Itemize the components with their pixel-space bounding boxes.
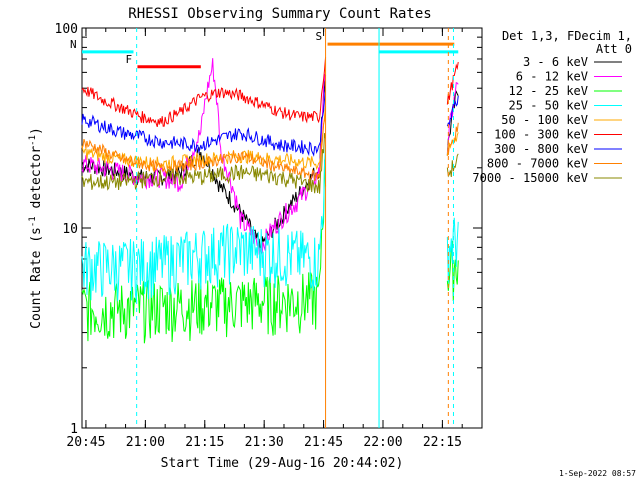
legend-label: 3 - 6 keV: [523, 55, 588, 69]
y-label-sup2: -1: [28, 135, 38, 146]
legend-label: 100 - 300 keV: [494, 128, 588, 142]
legend-label: 25 - 50 keV: [509, 99, 588, 113]
series-line: [81, 144, 327, 302]
x-tick-label: 21:30: [245, 435, 284, 450]
chart-title: RHESSI Observing Summary Count Rates: [128, 6, 431, 22]
annotation-label: N: [70, 38, 77, 51]
series-line: [446, 240, 459, 302]
series-line: [446, 153, 459, 178]
series-line: [446, 61, 459, 105]
series-line: [446, 95, 459, 127]
x-tick-label: 21:15: [185, 435, 224, 450]
x-tick-label: 22:15: [423, 435, 462, 450]
x-tick-label: 22:00: [363, 435, 402, 450]
series-7: [81, 106, 459, 183]
series-layer: [81, 57, 459, 344]
annotation-label: F: [125, 53, 132, 66]
x-axis-label: Start Time (29-Aug-16 20:44:02): [161, 456, 404, 471]
y-axis-label: Count Rate (s-1 detector-1): [28, 127, 44, 329]
series-line: [446, 217, 459, 283]
series-line: [81, 106, 327, 183]
series-line: [447, 122, 459, 156]
annotation-layer: N F S: [70, 28, 459, 428]
legend-header-1: Det 1,3, FDecim 1,: [502, 29, 632, 43]
y-label-sup1: -1: [28, 216, 38, 227]
series-line: [81, 58, 327, 255]
legend-label: 300 - 800 keV: [494, 142, 588, 156]
x-tick-label: 21:00: [126, 435, 165, 450]
y-tick-label: 100: [55, 22, 78, 37]
series-6: [81, 81, 459, 157]
legend-label: 6 - 12 keV: [516, 70, 588, 84]
series-line: [81, 57, 327, 128]
x-tick-label: 21:45: [304, 435, 343, 450]
series-line: [81, 159, 327, 344]
y-label-part3: ): [29, 127, 44, 135]
legend-label: 50 - 100 keV: [501, 113, 588, 127]
series-5: [81, 57, 459, 128]
series-1: [81, 58, 459, 255]
series-line: [446, 82, 459, 154]
series-2: [81, 159, 459, 344]
annotation-label: S: [316, 30, 323, 43]
y-tick-label: 1: [70, 422, 78, 437]
series-8: [81, 133, 459, 194]
series-3: [81, 144, 459, 302]
series-line: [446, 132, 459, 156]
legend-label: 7000 - 15000 keV: [472, 171, 588, 185]
legend-header-2: Att 0: [596, 42, 632, 56]
legend-label: 12 - 25 keV: [509, 84, 588, 98]
y-label-part1: Count Rate (s: [29, 227, 44, 329]
series-line: [81, 133, 327, 194]
y-tick-label: 10: [62, 222, 78, 237]
x-tick-label: 20:45: [66, 435, 105, 450]
series-line: [81, 81, 327, 157]
tick-labels: 20:45 21:00 21:15 21:30 21:45 22:00 22:15 1 10 10…: [55, 22, 462, 450]
y-label-part2: detector: [29, 146, 44, 217]
legend-label: 800 - 7000 keV: [487, 157, 588, 171]
footer-timestamp: 1-Sep-2022 08:57: [559, 469, 636, 478]
